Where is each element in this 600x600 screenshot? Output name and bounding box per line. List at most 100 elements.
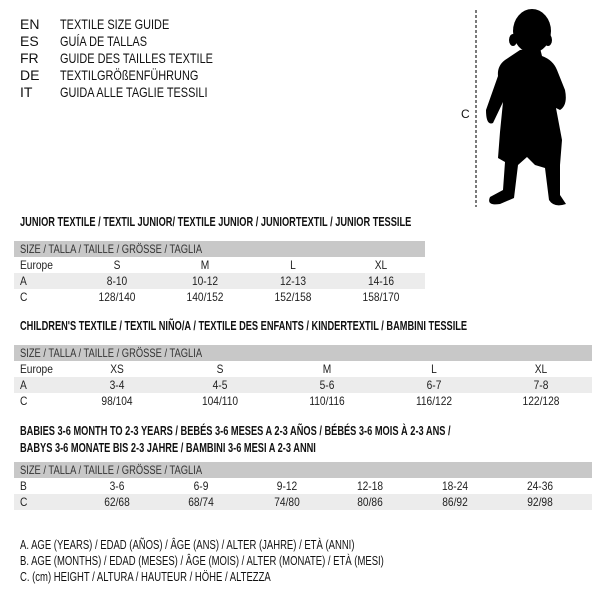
table-row: A 8-10 10-12 12-13 14-16 [14, 273, 425, 289]
language-title: GUIDA ALLE TAGLIE TESSILI [60, 84, 249, 101]
language-code: EN [20, 16, 40, 32]
row-label: C [20, 289, 29, 305]
table-cell: 3-4 [109, 378, 125, 392]
row-label: B [20, 478, 28, 494]
language-title-text: GUIDA ALLE TAGLIE TESSILI [60, 84, 208, 100]
legend-item: C. (cm) HEIGHT / ALTURA / HAUTEUR / HÖHE… [20, 569, 350, 585]
table-cell: 5-6 [319, 378, 335, 392]
table-cell: 14-16 [367, 274, 395, 288]
row-label: Europe [20, 257, 59, 273]
row-label-text: C [20, 394, 28, 408]
language-title-text: TEXTILGRÖßENFÜHRUNG [60, 67, 199, 83]
table-header-text: SIZE / TALLA / TAILLE / GRÖSSE / TAGLIA [20, 242, 203, 256]
table-cell: 158/170 [362, 290, 400, 304]
table-cell: 62/68 [104, 495, 130, 509]
language-title: GUIDE DES TAILLES TEXTILE [60, 50, 256, 67]
row-label: C [20, 393, 29, 409]
table-cell: 92/98 [527, 495, 553, 509]
table-cell: 12-13 [279, 274, 307, 288]
language-code: FR [20, 50, 39, 66]
table-title: BABIES 3-6 MONTH TO 2-3 YEARS / BEBÉS 3-… [20, 423, 600, 439]
table-row: C 98/104 104/110 110/116 116/122 122/128 [14, 393, 592, 409]
table-cell: 152/158 [274, 290, 312, 304]
baby-silhouette-icon [475, 9, 566, 207]
row-label: C [20, 494, 29, 510]
language-title: GUÍA DE TALLAS [60, 33, 172, 50]
table-header-text: SIZE / TALLA / TAILLE / GRÖSSE / TAGLIA [20, 346, 203, 360]
table-cell: 3-6 [109, 479, 125, 493]
table-cell: 116/122 [415, 394, 453, 408]
table-header: SIZE / TALLA / TAILLE / GRÖSSE / TAGLIA [14, 241, 425, 257]
table-cell: 86/92 [442, 495, 468, 509]
baby-figure: C [455, 0, 600, 215]
table-cell: 12-18 [356, 479, 384, 493]
table-cell: 9-12 [276, 479, 298, 493]
table-cell: 110/116 [309, 394, 345, 408]
row-label-text: C [20, 290, 28, 304]
table-row: B 3-6 6-9 9-12 12-18 18-24 24-36 [14, 478, 592, 494]
table-title: JUNIOR TEXTILE / TEXTIL JUNIOR/ TEXTILE … [20, 214, 549, 230]
table-cell: M [200, 258, 210, 272]
table-cell: S [216, 362, 224, 376]
table-cell: 6-7 [426, 378, 442, 392]
table-title-text: CHILDREN'S TEXTILE / TEXTIL NIÑO/A / TEX… [20, 319, 468, 333]
row-label-text: Europe [20, 258, 53, 272]
table-cell: 24-36 [526, 479, 554, 493]
table-cell: 74/80 [274, 495, 300, 509]
table-cell: 128/140 [98, 290, 136, 304]
table-cell: L [290, 258, 296, 272]
table-cell: M [322, 362, 332, 376]
table-title-text: BABIES 3-6 MONTH TO 2-3 YEARS / BEBÉS 3-… [20, 424, 451, 438]
table-header: SIZE / TALLA / TAILLE / GRÖSSE / TAGLIA [14, 462, 592, 478]
table-header-text: SIZE / TALLA / TAILLE / GRÖSSE / TAGLIA [20, 463, 203, 477]
table-row: Europe XS S M L XL [14, 361, 592, 377]
table-cell: S [113, 258, 121, 272]
table-cell: 122/128 [522, 394, 560, 408]
language-title-text: TEXTILE SIZE GUIDE [60, 16, 170, 32]
legend-item: B. AGE (MONTHS) / EDAD (MESES) / ÂGE (MO… [20, 553, 499, 569]
language-title-text: GUIDE DES TAILLES TEXTILE [60, 50, 213, 66]
table-cell: 104/110 [201, 394, 239, 408]
table-cell: XL [534, 362, 548, 376]
table-cell: 6-9 [193, 479, 209, 493]
legend-item-text: B. AGE (MONTHS) / EDAD (MESES) / ÂGE (MO… [20, 554, 384, 568]
table-title-text: BABYS 3-6 MONATE BIS 2-3 JAHRE / BAMBINI… [20, 441, 316, 455]
table-row: Europe S M L XL [14, 257, 425, 273]
row-label: Europe [20, 361, 59, 377]
language-code: ES [20, 33, 39, 49]
row-label-text: A [20, 378, 27, 392]
legend-item: A. AGE (YEARS) / EDAD (AÑOS) / ÂGE (ANS)… [20, 537, 460, 553]
table-cell: 98/104 [101, 394, 133, 408]
table-row: C 128/140 140/152 152/158 158/170 [14, 289, 425, 305]
table-cell: 68/74 [188, 495, 214, 509]
row-label: A [20, 377, 28, 393]
language-title: TEXTILGRÖßENFÜHRUNG [60, 67, 237, 84]
language-code: IT [20, 84, 33, 100]
table-cell: 18-24 [441, 479, 469, 493]
table-cell: L [431, 362, 437, 376]
table-cell: 4-5 [212, 378, 228, 392]
language-title-text: GUÍA DE TALLAS [60, 33, 147, 49]
table-cell: 7-8 [533, 378, 549, 392]
table-row: C 62/68 68/74 74/80 80/86 86/92 92/98 [14, 494, 592, 510]
row-label-text: Europe [20, 362, 53, 376]
legend-item-text: A. AGE (YEARS) / EDAD (AÑOS) / ÂGE (ANS)… [20, 538, 355, 552]
table-title-text: JUNIOR TEXTILE / TEXTIL JUNIOR/ TEXTILE … [20, 215, 412, 229]
language-code: DE [20, 67, 40, 83]
legend-item-text: C. (cm) HEIGHT / ALTURA / HAUTEUR / HÖHE… [20, 570, 271, 584]
row-label: A [20, 273, 28, 289]
row-label-text: B [20, 479, 27, 493]
row-label-text: C [20, 495, 28, 509]
table-title: CHILDREN'S TEXTILE / TEXTIL NIÑO/A / TEX… [20, 318, 600, 334]
table-title: BABYS 3-6 MONATE BIS 2-3 JAHRE / BAMBINI… [20, 440, 420, 456]
table-cell: 10-12 [191, 274, 219, 288]
table-row: A 3-4 4-5 5-6 6-7 7-8 [14, 377, 592, 393]
table-cell: XS [110, 362, 124, 376]
row-label-text: A [20, 274, 27, 288]
table-cell: 140/152 [186, 290, 224, 304]
language-title: TEXTILE SIZE GUIDE [60, 16, 200, 33]
height-measure-label: C [461, 107, 470, 121]
table-cell: 8-10 [106, 274, 128, 288]
table-cell: XL [374, 258, 388, 272]
table-header: SIZE / TALLA / TAILLE / GRÖSSE / TAGLIA [14, 345, 592, 361]
